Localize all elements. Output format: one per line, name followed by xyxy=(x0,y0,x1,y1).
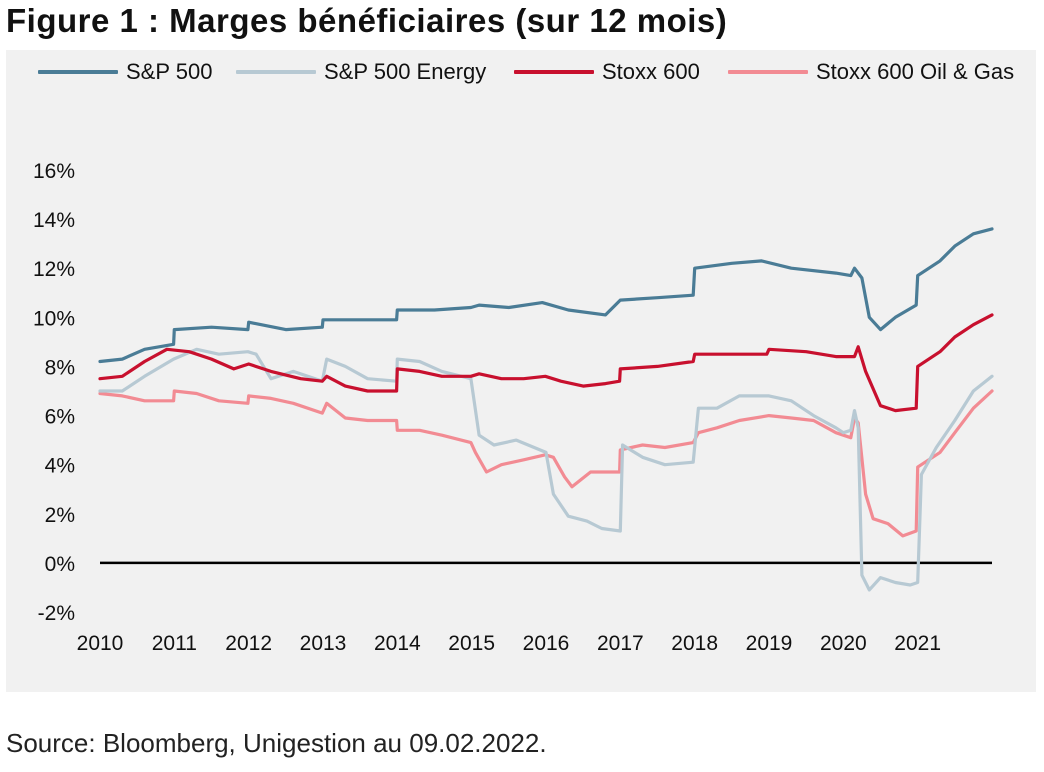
x-tick-label: 2018 xyxy=(671,632,718,655)
series-line-stoxx-600-oil-gas xyxy=(98,389,994,538)
legend-label-stoxx600-oil-gas: Stoxx 600 Oil & Gas xyxy=(816,59,1015,84)
x-tick-label: 2010 xyxy=(77,632,124,655)
y-tick-label: 8% xyxy=(45,356,75,379)
legend-item-sp500: S&P 500 xyxy=(38,59,213,84)
y-tick-label: 6% xyxy=(45,406,75,429)
x-tick-label: 2021 xyxy=(894,632,941,655)
y-tick-label: 4% xyxy=(45,455,75,478)
y-tick-label: 10% xyxy=(33,307,75,330)
legend-item-stoxx600-oil-gas: Stoxx 600 Oil & Gas xyxy=(728,59,1015,84)
source-note: Source: Bloomberg, Unigestion au 09.02.2… xyxy=(6,728,547,758)
y-tick-label: 16% xyxy=(33,160,75,183)
legend-item-stoxx600: Stoxx 600 xyxy=(514,59,700,84)
legend-swatch-stoxx600-oil-gas xyxy=(728,70,808,74)
y-tick-label: 12% xyxy=(33,258,75,281)
series-line-s-p-500-energy xyxy=(98,347,994,592)
x-tick-label: 2015 xyxy=(448,632,495,655)
legend-swatch-sp500 xyxy=(38,70,118,74)
y-tick-label: -2% xyxy=(38,602,75,625)
legend-label-sp500-energy: S&P 500 Energy xyxy=(324,59,487,84)
series-line-s-p-500 xyxy=(98,227,994,364)
legend-label-stoxx600: Stoxx 600 xyxy=(602,59,700,84)
x-tick-label: 2012 xyxy=(225,632,272,655)
x-tick-label: 2017 xyxy=(597,632,644,655)
y-tick-label: 14% xyxy=(33,209,75,232)
figure-title: Figure 1 : Marges bénéficiaires (sur 12 … xyxy=(6,2,728,39)
line-chart: -2% 0% 2% 4% 6% 8% 10% 12% 14% 16% 2010 2011 2012 201… xyxy=(33,160,994,655)
x-tick-label: 2020 xyxy=(820,632,867,655)
x-tick-label: 2011 xyxy=(152,632,197,655)
y-tick-label: 0% xyxy=(45,553,75,576)
y-tick-label: 2% xyxy=(45,504,75,527)
legend-swatch-sp500-energy xyxy=(236,70,316,74)
legend-swatch-stoxx600 xyxy=(514,70,594,74)
legend-label-sp500: S&P 500 xyxy=(126,59,213,84)
x-tick-label: 2016 xyxy=(523,632,570,655)
x-tick-label: 2019 xyxy=(746,632,793,655)
x-tick-label: 2014 xyxy=(374,632,421,655)
series-line-stoxx-600 xyxy=(98,313,994,413)
x-tick-label: 2013 xyxy=(300,632,347,655)
legend-item-sp500-energy: S&P 500 Energy xyxy=(236,59,487,84)
legend: S&P 500 S&P 500 Energy Stoxx 600 Stoxx 6… xyxy=(30,59,1030,84)
